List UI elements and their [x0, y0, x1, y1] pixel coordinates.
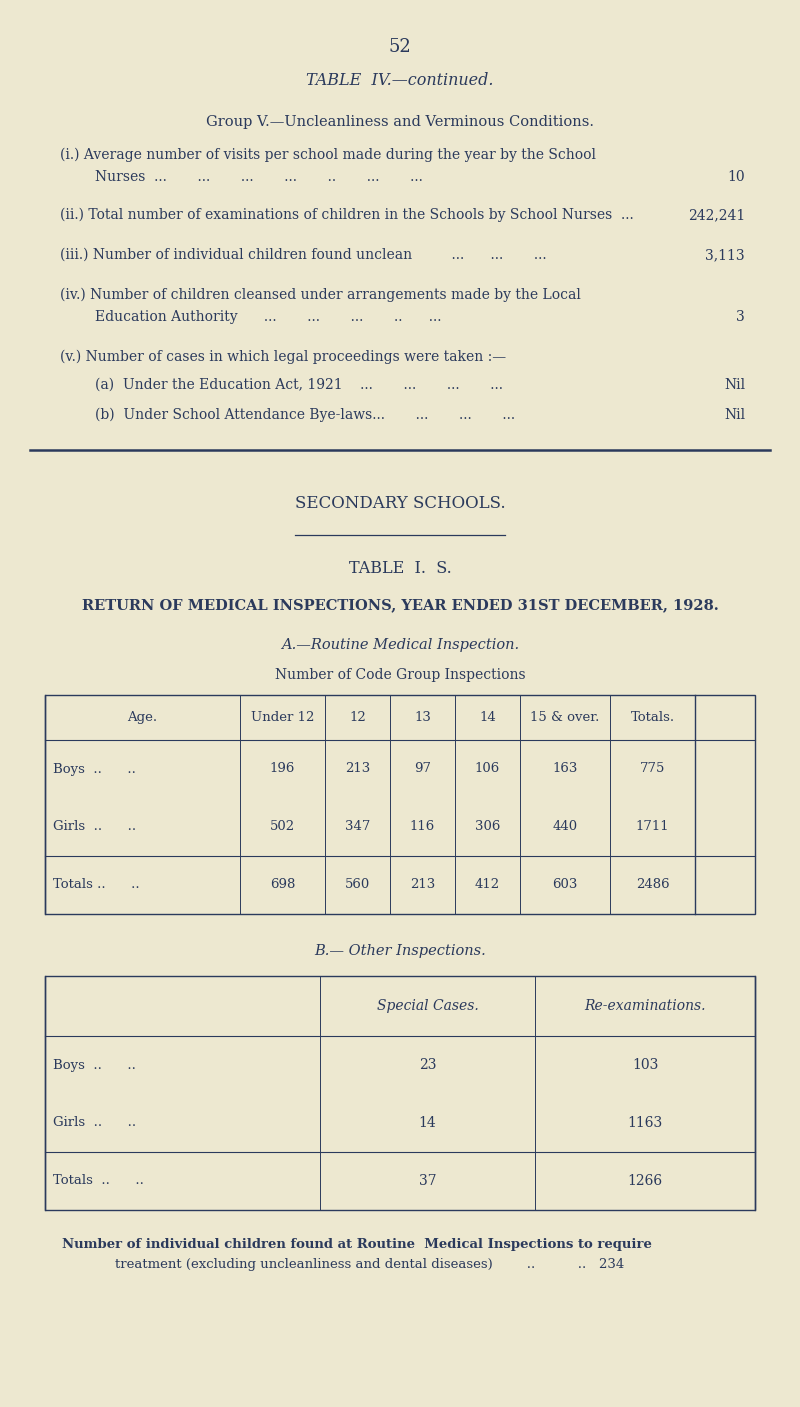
Text: 412: 412 — [475, 878, 500, 892]
Text: treatment (excluding uncleanliness and dental diseases)        ..          ..   : treatment (excluding uncleanliness and d… — [115, 1258, 624, 1271]
Bar — [45, 976, 755, 1210]
Text: Boys  ..      ..: Boys .. .. — [53, 763, 136, 775]
Text: Nil: Nil — [724, 378, 745, 393]
Text: 106: 106 — [475, 763, 500, 775]
Text: 163: 163 — [552, 763, 578, 775]
Text: 242,241: 242,241 — [688, 208, 745, 222]
Text: 3: 3 — [736, 310, 745, 324]
Text: Number of Code Group Inspections: Number of Code Group Inspections — [274, 668, 526, 682]
Text: Re-examinations.: Re-examinations. — [584, 999, 706, 1013]
Text: Totals  ..      ..: Totals .. .. — [53, 1175, 144, 1188]
Text: 347: 347 — [345, 820, 370, 833]
Text: Nil: Nil — [724, 408, 745, 422]
Text: (b)  Under School Attendance Bye-laws...       ...       ...       ...: (b) Under School Attendance Bye-laws... … — [60, 408, 515, 422]
Text: 97: 97 — [414, 763, 431, 775]
Text: TABLE  IV.—continued.: TABLE IV.—continued. — [306, 72, 494, 89]
Text: 116: 116 — [410, 820, 435, 833]
Text: 1163: 1163 — [627, 1116, 662, 1130]
Text: 12: 12 — [349, 711, 366, 725]
Text: (a)  Under the Education Act, 1921    ...       ...       ...       ...: (a) Under the Education Act, 1921 ... ..… — [60, 378, 503, 393]
Text: 196: 196 — [270, 763, 295, 775]
Text: Special Cases.: Special Cases. — [377, 999, 478, 1013]
Text: Group V.—Uncleanliness and Verminous Conditions.: Group V.—Uncleanliness and Verminous Con… — [206, 115, 594, 129]
Text: 14: 14 — [418, 1116, 436, 1130]
Text: (iii.) Number of individual children found unclean         ...      ...       ..: (iii.) Number of individual children fou… — [60, 248, 546, 262]
Text: RETURN OF MEDICAL INSPECTIONS, YEAR ENDED 31ST DECEMBER, 1928.: RETURN OF MEDICAL INSPECTIONS, YEAR ENDE… — [82, 598, 718, 612]
Text: (ii.) Total number of examinations of children in the Schools by School Nurses  : (ii.) Total number of examinations of ch… — [60, 208, 634, 222]
Text: Girls  ..      ..: Girls .. .. — [53, 820, 136, 833]
Text: 1711: 1711 — [636, 820, 670, 833]
Text: Number of individual children found at Routine  Medical Inspections to require: Number of individual children found at R… — [62, 1238, 652, 1251]
Text: 775: 775 — [640, 763, 665, 775]
Text: (i.) Average number of visits per school made during the year by the School: (i.) Average number of visits per school… — [60, 148, 596, 162]
Text: Girls  ..      ..: Girls .. .. — [53, 1117, 136, 1130]
Text: 306: 306 — [475, 820, 500, 833]
Text: Totals.: Totals. — [630, 711, 674, 725]
Bar — [45, 695, 755, 915]
Text: 603: 603 — [552, 878, 578, 892]
Text: Under 12: Under 12 — [251, 711, 314, 725]
Text: Age.: Age. — [127, 711, 158, 725]
Text: 14: 14 — [479, 711, 496, 725]
Text: 15 & over.: 15 & over. — [530, 711, 600, 725]
Text: 3,113: 3,113 — [706, 248, 745, 262]
Text: 213: 213 — [345, 763, 370, 775]
Text: 1266: 1266 — [627, 1173, 662, 1188]
Text: (iv.) Number of children cleansed under arrangements made by the Local: (iv.) Number of children cleansed under … — [60, 288, 581, 303]
Text: 37: 37 — [418, 1173, 436, 1188]
Text: 2486: 2486 — [636, 878, 670, 892]
Text: 698: 698 — [270, 878, 295, 892]
Text: 440: 440 — [553, 820, 578, 833]
Text: Nurses  ...       ...       ...       ...       ..       ...       ...: Nurses ... ... ... ... .. ... ... — [60, 170, 423, 184]
Text: 52: 52 — [389, 38, 411, 56]
Text: B.— Other Inspections.: B.— Other Inspections. — [314, 944, 486, 958]
Text: Totals ..      ..: Totals .. .. — [53, 878, 140, 892]
Text: (v.) Number of cases in which legal proceedings were taken :—: (v.) Number of cases in which legal proc… — [60, 350, 506, 364]
Text: 213: 213 — [410, 878, 435, 892]
Text: 103: 103 — [632, 1058, 658, 1072]
Text: TABLE  I.  S.: TABLE I. S. — [349, 560, 451, 577]
Text: Boys  ..      ..: Boys .. .. — [53, 1058, 136, 1072]
Text: 502: 502 — [270, 820, 295, 833]
Text: 23: 23 — [418, 1058, 436, 1072]
Text: Education Authority      ...       ...       ...       ..      ...: Education Authority ... ... ... .. ... — [60, 310, 442, 324]
Text: 13: 13 — [414, 711, 431, 725]
Text: 10: 10 — [727, 170, 745, 184]
Text: A.—Routine Medical Inspection.: A.—Routine Medical Inspection. — [281, 637, 519, 651]
Text: SECONDARY SCHOOLS.: SECONDARY SCHOOLS. — [294, 495, 506, 512]
Text: 560: 560 — [345, 878, 370, 892]
